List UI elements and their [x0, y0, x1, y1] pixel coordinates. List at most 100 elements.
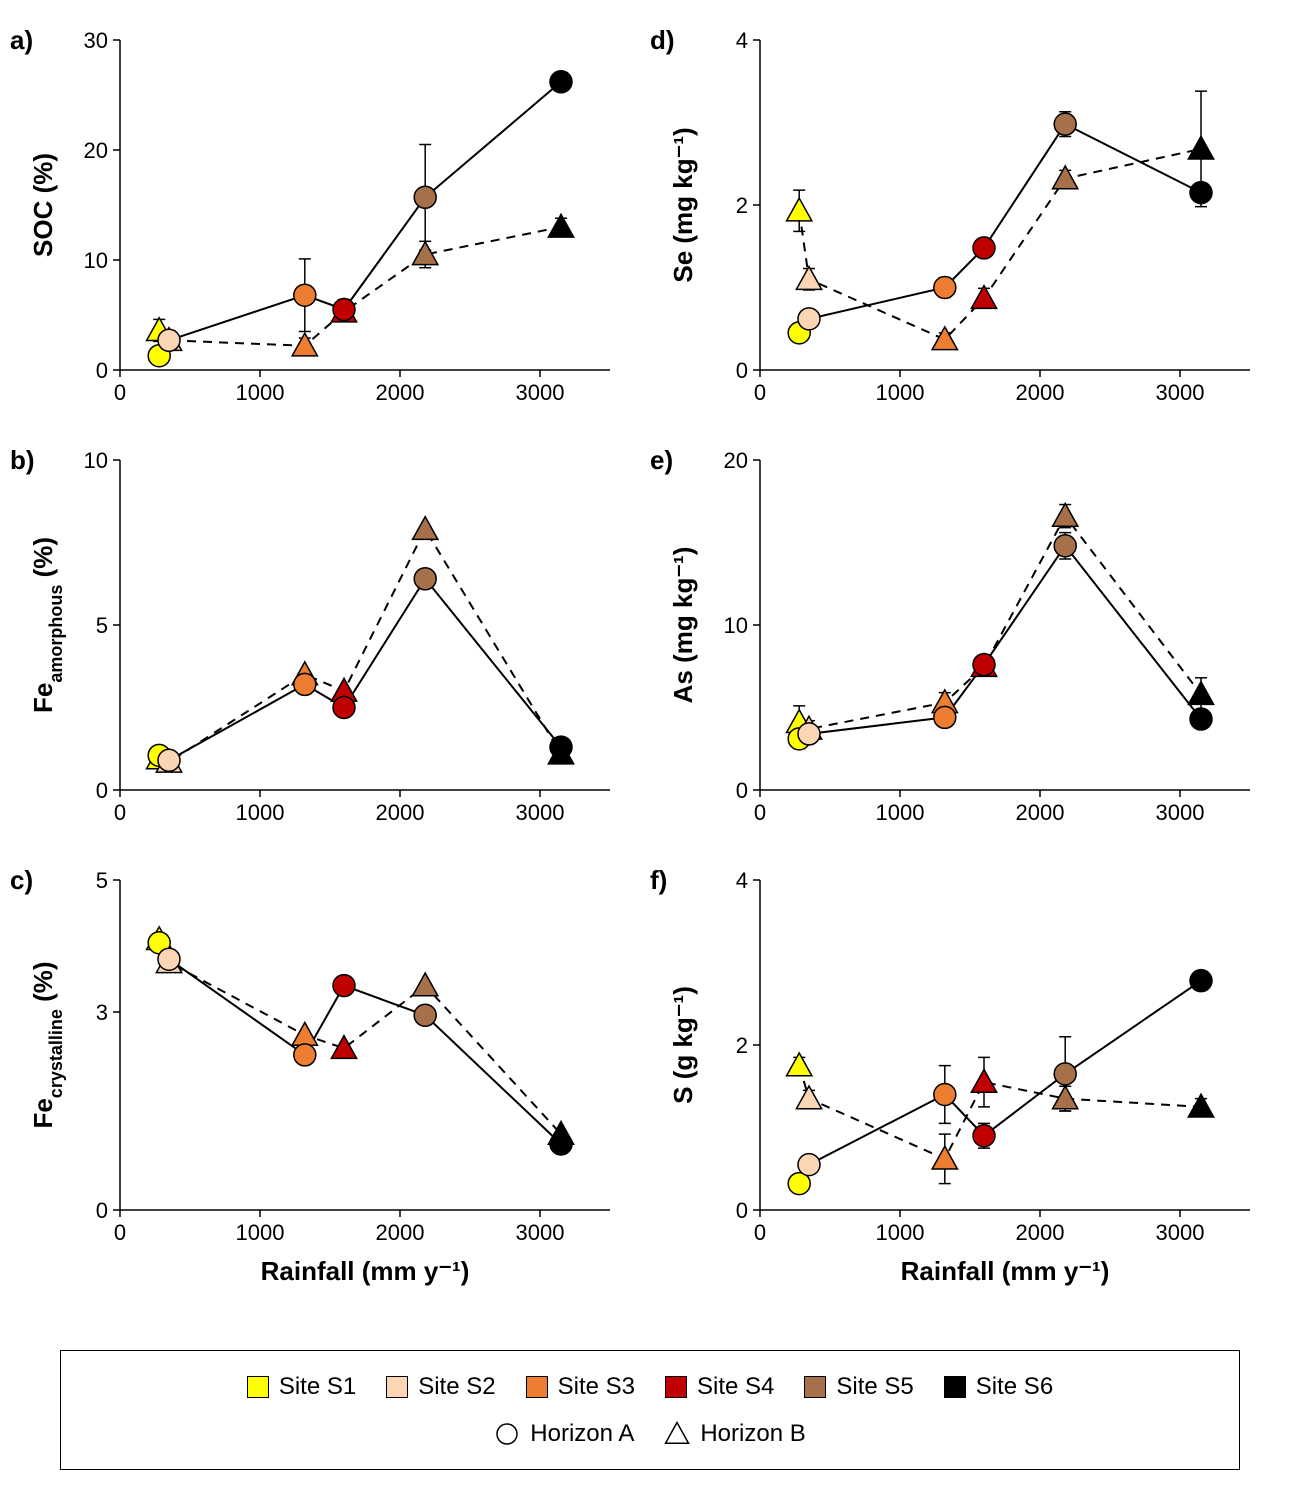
legend-label: Site S6 — [976, 1373, 1053, 1401]
marker-S6-A — [550, 1133, 572, 1155]
marker-S4-A — [333, 299, 355, 321]
marker-S1-B — [787, 198, 812, 221]
x-tick-label: 2000 — [1016, 800, 1065, 825]
marker-S3-A — [294, 1044, 316, 1066]
x-tick-label: 0 — [754, 800, 766, 825]
marker-S4-A — [973, 654, 995, 676]
chart-panel-a: 01020300100020003000SOC (%) — [25, 30, 620, 410]
legend-swatch-S1 — [247, 1376, 269, 1398]
marker-S5-A — [1054, 113, 1076, 135]
series-line-A — [799, 546, 1201, 739]
legend-swatch-S2 — [386, 1376, 408, 1398]
y-tick-label: 30 — [84, 30, 108, 53]
marker-S5-A — [1054, 535, 1076, 557]
marker-S4-B — [971, 286, 996, 309]
marker-S2-A — [158, 329, 180, 351]
series-line-B — [799, 516, 1201, 729]
x-tick-label: 1000 — [876, 800, 925, 825]
legend-swatch-S4 — [665, 1376, 687, 1398]
marker-S3-B — [292, 333, 317, 356]
marker-S5-A — [414, 568, 436, 590]
legend-swatch-S6 — [944, 1376, 966, 1398]
y-tick-label: 3 — [96, 1000, 108, 1025]
marker-S6-A — [1190, 970, 1212, 992]
marker-S3-A — [294, 284, 316, 306]
chart-panel-d: 0240100020003000Se (mg kg⁻¹) — [665, 30, 1260, 410]
x-tick-label: 3000 — [1156, 800, 1205, 825]
legend-marker-B-icon — [664, 1421, 690, 1447]
y-tick-label: 2 — [736, 1033, 748, 1058]
legend: Site S1 Site S2 Site S3 Site S4 Site S5 Site … — [60, 1350, 1240, 1470]
legend-sites-row: Site S1 Site S2 Site S3 Site S4 Site S5 Site … — [71, 1373, 1229, 1401]
series-line-B — [799, 149, 1201, 340]
chart-panel-b: 05100100020003000Feamorphous (%) — [25, 450, 620, 830]
y-tick-label: 10 — [84, 248, 108, 273]
legend-item-S3: Site S3 — [526, 1373, 635, 1401]
marker-S3-A — [934, 277, 956, 299]
marker-S4-B — [971, 1069, 996, 1092]
legend-item-S4: Site S4 — [665, 1373, 774, 1401]
marker-S3-B — [932, 1146, 957, 1169]
legend-item-S2: Site S2 — [386, 1373, 495, 1401]
chart-panel-c: 0350100020003000Fecrystalline (%)Rainfal… — [25, 870, 620, 1295]
legend-label: Site S1 — [279, 1373, 356, 1401]
marker-S5-A — [1054, 1063, 1076, 1085]
legend-label: Site S4 — [697, 1373, 774, 1401]
x-tick-label: 0 — [114, 1220, 126, 1245]
y-axis-title: Feamorphous (%) — [28, 537, 66, 713]
y-tick-label: 0 — [96, 1198, 108, 1223]
x-tick-label: 0 — [754, 1220, 766, 1245]
y-tick-label: 4 — [736, 30, 748, 53]
y-tick-label: 0 — [736, 778, 748, 803]
y-tick-label: 5 — [96, 870, 108, 893]
marker-S1-B — [787, 1053, 812, 1076]
x-tick-label: 0 — [754, 380, 766, 405]
x-tick-label: 3000 — [516, 1220, 565, 1245]
legend-label: Site S5 — [836, 1373, 913, 1401]
legend-item-horizon-B: Horizon B — [664, 1420, 805, 1448]
figure-root: a)01020300100020003000SOC (%)b)051001000… — [0, 0, 1299, 1501]
y-tick-label: 0 — [736, 358, 748, 383]
x-tick-label: 1000 — [236, 800, 285, 825]
y-tick-label: 2 — [736, 193, 748, 218]
marker-S3-A — [934, 706, 956, 728]
y-axis-title: S (g kg⁻¹) — [668, 986, 698, 1104]
y-axis-title: SOC (%) — [28, 153, 58, 257]
marker-S5-B — [413, 517, 438, 540]
marker-S2-A — [798, 308, 820, 330]
legend-item-horizon-A: Horizon A — [494, 1420, 634, 1448]
x-tick-label: 0 — [114, 380, 126, 405]
marker-S4-A — [973, 237, 995, 259]
legend-swatch-S3 — [526, 1376, 548, 1398]
y-axis-title: Se (mg kg⁻¹) — [668, 127, 698, 282]
series-line-A — [159, 82, 561, 356]
x-tick-label: 3000 — [516, 380, 565, 405]
marker-S6-A — [550, 736, 572, 758]
marker-S5-B — [413, 973, 438, 996]
marker-S2-A — [158, 749, 180, 771]
y-tick-label: 20 — [724, 450, 748, 473]
x-tick-label: 2000 — [376, 1220, 425, 1245]
legend-item-S1: Site S1 — [247, 1373, 356, 1401]
marker-S6-B — [548, 214, 573, 237]
x-axis-title: Rainfall (mm y⁻¹) — [261, 1256, 470, 1286]
marker-S2-A — [158, 948, 180, 970]
marker-S6-B — [1188, 1094, 1213, 1117]
legend-swatch-S5 — [804, 1376, 826, 1398]
marker-S5-B — [1053, 166, 1078, 189]
legend-item-S5: Site S5 — [804, 1373, 913, 1401]
marker-S5-B — [1053, 503, 1078, 526]
marker-S4-A — [333, 697, 355, 719]
x-tick-label: 2000 — [376, 800, 425, 825]
x-tick-label: 1000 — [236, 1220, 285, 1245]
series-line-A — [159, 943, 561, 1144]
marker-S2-A — [798, 723, 820, 745]
series-line-B — [159, 939, 561, 1134]
legend-item-S6: Site S6 — [944, 1373, 1053, 1401]
marker-S2-B — [796, 1086, 821, 1109]
series-line-A — [799, 981, 1201, 1184]
y-tick-label: 10 — [84, 450, 108, 473]
x-tick-label: 1000 — [236, 380, 285, 405]
x-tick-label: 2000 — [376, 380, 425, 405]
chart-panel-f: 0240100020003000S (g kg⁻¹)Rainfall (mm y… — [665, 870, 1260, 1295]
